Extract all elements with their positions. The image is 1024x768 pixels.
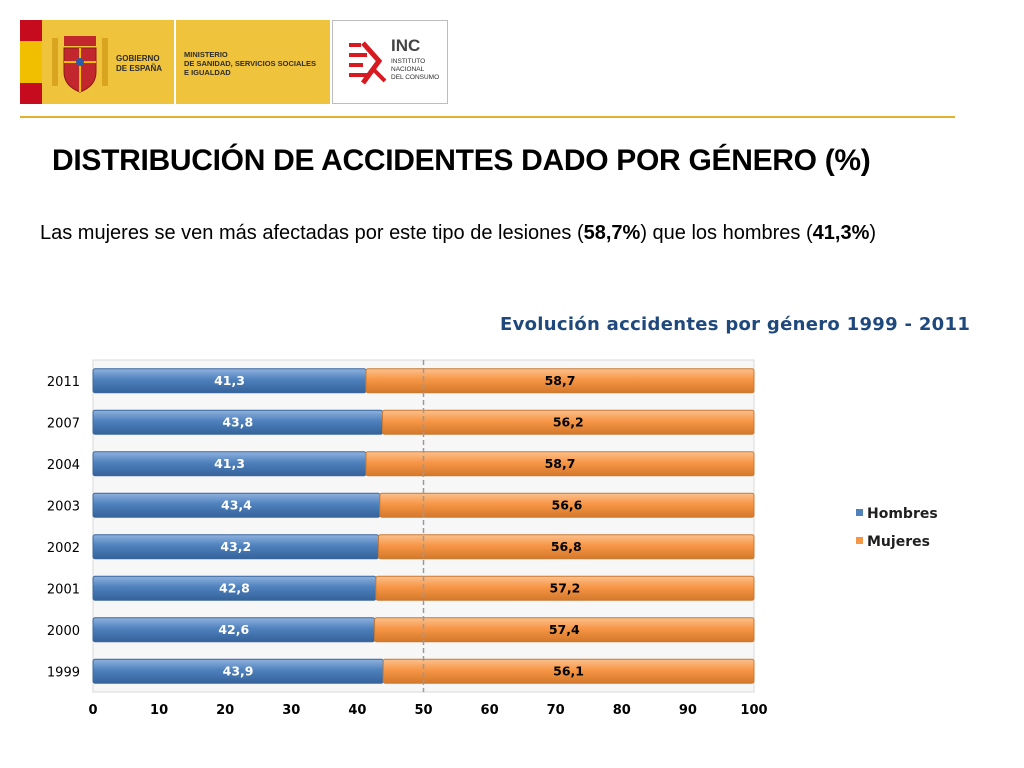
data-label: 57,4	[549, 622, 580, 637]
chart-area: 2011 41,3 58,7 2007 43,8 56,2 2004 41,3 58,7 2003…	[0, 350, 1024, 730]
intro-men-pct: 41,3%	[812, 222, 870, 244]
data-label: 41,3	[214, 456, 245, 471]
y-tick-label: 2007	[47, 416, 80, 431]
chart-title: Evolución accidentes por género 1999 - 2…	[500, 314, 971, 335]
data-label: 56,2	[553, 414, 584, 429]
y-tick-label: 2001	[47, 582, 80, 597]
data-label: 57,2	[550, 580, 581, 595]
inc-mark-icon	[349, 41, 387, 85]
data-label: 56,1	[553, 663, 584, 678]
x-tick-label: 40	[348, 703, 366, 718]
inc-abbr: INC	[391, 36, 421, 55]
legend-label-mujeres: Mujeres	[867, 534, 930, 550]
ministerio-label: MINISTERIO DE SANIDAD, SERVICIOS SOCIALE…	[184, 50, 316, 77]
intro-part-2: ) que los hombres (	[640, 222, 813, 244]
data-label: 43,9	[223, 663, 254, 678]
header-divider	[20, 116, 955, 118]
bar-mujeres	[378, 534, 755, 560]
data-label: 56,8	[551, 539, 582, 554]
x-tick-label: 50	[414, 703, 432, 718]
x-tick-label: 30	[282, 703, 300, 718]
bar-mujeres	[365, 451, 755, 477]
x-tick-label: 10	[150, 703, 168, 718]
bar-mujeres	[379, 492, 755, 518]
intro-text: Las mujeres se ven más afectadas por est…	[40, 220, 940, 246]
intro-part-1: Las mujeres se ven más afectadas por est…	[40, 222, 584, 244]
x-tick-label: 70	[547, 703, 565, 718]
x-tick-label: 60	[481, 703, 499, 718]
data-label: 43,2	[220, 539, 251, 554]
legend-label-hombres: Hombres	[867, 506, 938, 522]
data-label: 42,6	[218, 622, 249, 637]
data-label: 43,8	[222, 414, 253, 429]
inc-logo: INC INSTITUTO NACIONAL DEL CONSUMO	[332, 20, 448, 104]
y-tick-label: 2003	[47, 499, 80, 514]
gobierno-label: GOBIERNO DE ESPAÑA	[116, 54, 163, 73]
data-label: 58,7	[545, 456, 576, 471]
spain-flag-icon	[20, 20, 42, 104]
data-label: 41,3	[214, 373, 245, 388]
data-label: 58,7	[545, 373, 576, 388]
ministerio-logo: MINISTERIO DE SANIDAD, SERVICIOS SOCIALE…	[176, 20, 330, 104]
y-tick-label: 2004	[47, 458, 80, 473]
x-tick-label: 20	[216, 703, 234, 718]
x-tick-label: 80	[613, 703, 631, 718]
y-tick-label: 2000	[47, 624, 80, 639]
data-label: 56,6	[552, 497, 583, 512]
x-tick-label: 100	[740, 703, 767, 718]
y-tick-label: 2002	[47, 541, 80, 556]
header-logos: GOBIERNO DE ESPAÑA MINISTERIO DE SANIDAD…	[20, 20, 448, 104]
bar-mujeres	[365, 368, 755, 394]
x-tick-label: 90	[679, 703, 697, 718]
bar-mujeres	[374, 617, 755, 643]
bar-mujeres	[382, 658, 755, 684]
data-label: 42,8	[219, 580, 250, 595]
x-tick-label: 0	[88, 703, 97, 718]
inc-label: INSTITUTO NACIONAL DEL CONSUMO	[391, 58, 440, 81]
coat-of-arms-icon	[52, 36, 108, 93]
legend-swatch-mujeres	[856, 537, 863, 544]
bar-mujeres	[382, 409, 755, 435]
gobierno-logo: GOBIERNO DE ESPAÑA	[20, 20, 174, 104]
legend-swatch-hombres	[856, 509, 863, 516]
data-label: 43,4	[221, 497, 252, 512]
intro-women-pct: 58,7%	[583, 222, 641, 244]
y-tick-label: 1999	[47, 665, 80, 680]
intro-part-3: )	[869, 222, 877, 244]
y-tick-label: 2011	[47, 375, 80, 390]
page-title: DISTRIBUCIÓN DE ACCIDENTES DADO POR GÉNE…	[52, 144, 871, 177]
bar-mujeres	[375, 575, 755, 601]
chart-legend: Hombres Mujeres	[856, 506, 938, 550]
